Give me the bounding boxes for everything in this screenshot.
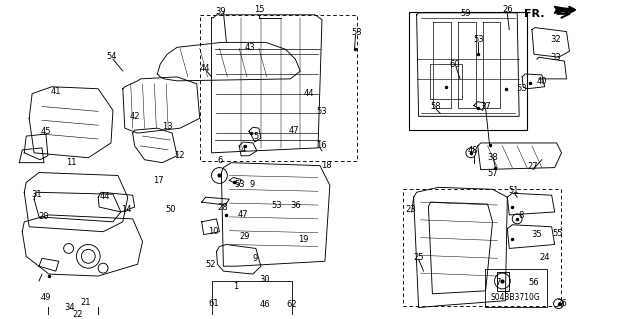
Text: 30: 30 <box>259 275 269 284</box>
Text: 54: 54 <box>106 52 116 61</box>
Text: 34: 34 <box>65 303 76 312</box>
Text: 53: 53 <box>316 107 326 116</box>
Text: 31: 31 <box>31 190 42 199</box>
Text: 52: 52 <box>205 260 216 269</box>
Text: 41: 41 <box>51 87 61 96</box>
Text: 53: 53 <box>474 35 484 44</box>
Text: 47: 47 <box>237 211 248 219</box>
Text: 14: 14 <box>121 205 131 214</box>
Text: 53: 53 <box>272 201 282 210</box>
Text: 12: 12 <box>174 151 184 160</box>
Text: 37: 37 <box>481 102 492 111</box>
Text: 47: 47 <box>289 126 299 135</box>
Text: 6: 6 <box>218 156 223 165</box>
Bar <box>484 269 547 307</box>
Text: 22: 22 <box>72 310 83 319</box>
Text: 35: 35 <box>531 230 541 239</box>
Text: 53: 53 <box>516 84 527 93</box>
Text: 18: 18 <box>321 161 332 170</box>
Text: 32: 32 <box>550 35 561 44</box>
Text: 10: 10 <box>207 227 218 236</box>
Text: 33: 33 <box>550 53 561 62</box>
Text: 25: 25 <box>413 253 424 262</box>
Text: 44: 44 <box>303 89 314 98</box>
Text: 50: 50 <box>165 205 176 214</box>
Text: 55: 55 <box>553 229 563 238</box>
Text: 39: 39 <box>216 7 226 16</box>
Text: 60: 60 <box>449 60 460 69</box>
Text: 36: 36 <box>291 201 301 210</box>
Bar <box>200 15 358 161</box>
Text: 38: 38 <box>488 153 499 162</box>
Text: 45: 45 <box>41 127 51 136</box>
Text: 51: 51 <box>508 186 519 195</box>
Text: 24: 24 <box>540 253 550 262</box>
Text: 4: 4 <box>240 145 245 154</box>
Text: 57: 57 <box>488 169 498 178</box>
Text: 8: 8 <box>518 211 524 220</box>
Text: 56: 56 <box>528 278 539 287</box>
Text: 58: 58 <box>431 102 441 111</box>
Text: 62: 62 <box>287 300 297 309</box>
Text: 49: 49 <box>41 293 51 302</box>
Text: 43: 43 <box>245 43 256 52</box>
Text: 40: 40 <box>537 77 547 86</box>
Text: 5: 5 <box>253 131 258 141</box>
Text: S043B3710G: S043B3710G <box>490 293 540 302</box>
Text: 53: 53 <box>234 180 245 189</box>
Text: 7: 7 <box>495 278 501 287</box>
Text: 44: 44 <box>200 63 210 72</box>
Bar <box>403 189 561 306</box>
Text: 23: 23 <box>406 205 417 214</box>
Bar <box>212 281 292 318</box>
Text: 17: 17 <box>154 176 164 185</box>
Text: 15: 15 <box>254 5 264 14</box>
Text: 61: 61 <box>209 299 220 308</box>
Text: 20: 20 <box>38 212 49 221</box>
Text: 9: 9 <box>253 254 258 263</box>
Text: 13: 13 <box>163 122 173 131</box>
Text: 44: 44 <box>99 192 109 201</box>
Text: 42: 42 <box>130 112 140 121</box>
Bar <box>431 64 462 99</box>
Text: 28: 28 <box>218 203 228 211</box>
Text: 48: 48 <box>468 146 479 155</box>
Text: 1: 1 <box>233 282 239 291</box>
Text: 53: 53 <box>351 28 362 37</box>
Text: 36: 36 <box>557 299 568 308</box>
Text: 11: 11 <box>66 158 76 167</box>
Text: 46: 46 <box>260 300 271 309</box>
Bar <box>409 12 527 130</box>
Text: 9: 9 <box>249 180 254 189</box>
Text: 29: 29 <box>239 232 250 241</box>
Text: 27: 27 <box>527 162 538 171</box>
Text: FR.: FR. <box>524 9 545 19</box>
Text: 26: 26 <box>502 5 513 14</box>
Text: 59: 59 <box>460 9 470 18</box>
Text: 19: 19 <box>298 235 309 244</box>
Text: 21: 21 <box>81 298 91 307</box>
Text: 16: 16 <box>316 141 326 151</box>
